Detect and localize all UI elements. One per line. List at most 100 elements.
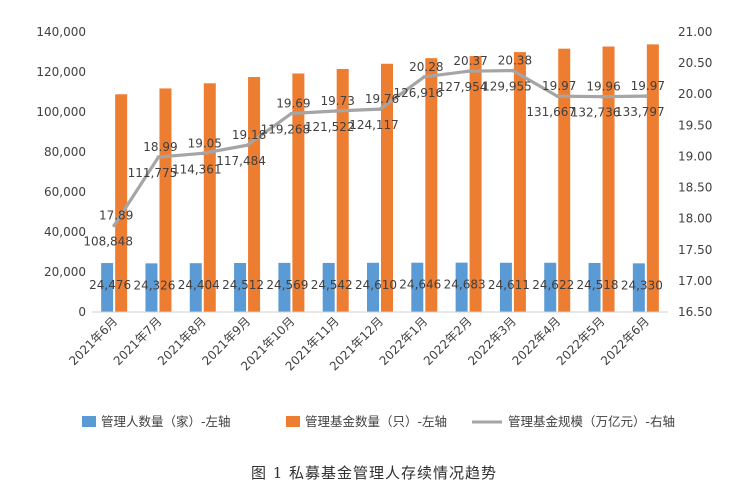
data-label-fund-count: 133,797 [615, 105, 665, 119]
data-label-fund-scale: 17.89 [99, 209, 133, 223]
data-label-fund-scale: 19.97 [542, 79, 576, 93]
left-axis: 0 20,000 40,000 60,000 80,000 100,000 120,000 1… [36, 25, 86, 319]
data-label-fund-count: 124,117 [349, 118, 399, 132]
bar-fund-count [292, 73, 305, 313]
data-label-fund-count: 121,522 [305, 120, 355, 134]
bar-fund-count [469, 56, 482, 313]
bar-fund-count [115, 94, 128, 312]
right-axis-tick-label: 17.00 [678, 274, 712, 288]
bar-manager-count [367, 262, 379, 312]
data-label-fund-count: 108,848 [83, 235, 133, 249]
data-label-fund-scale: 19.97 [631, 79, 665, 93]
line-point-fund-scale [599, 94, 604, 99]
data-label-fund-scale: 19.76 [365, 92, 399, 106]
bar-manager-count [278, 262, 291, 312]
data-labels-layer: 24,476 108,848 17.89 24,326 111,775 18.99 24,4… [83, 54, 665, 293]
line-point-fund-scale [156, 155, 161, 159]
right-axis-tick-label: 20.00 [678, 87, 712, 101]
bar-manager-count [234, 262, 247, 312]
data-label-fund-count: 117,484 [216, 154, 266, 168]
bars-layer [101, 44, 659, 313]
legend-item-manager-count: 管理人数量（家）-左轴 [82, 414, 231, 429]
line-point-fund-scale [289, 111, 294, 116]
data-label-manager-count: 24,518 [577, 278, 619, 292]
legend-item-fund-count: 管理基金数量（只）-左轴 [286, 414, 447, 429]
line-point-fund-scale [644, 94, 648, 98]
left-axis-tick-label: 0 [78, 305, 86, 319]
bar-manager-count [455, 262, 468, 312]
line-point-fund-scale [112, 223, 116, 228]
left-axis-tick-label: 80,000 [44, 145, 86, 159]
right-axis-tick-label: 16.50 [678, 305, 712, 319]
line-point-fund-scale [466, 69, 471, 73]
legend: 管理人数量（家）-左轴 管理基金数量（只）-左轴 管理基金规模（万亿元）-右轴 [82, 414, 675, 429]
data-label-manager-count: 24,683 [444, 278, 486, 292]
data-label-fund-count: 129,955 [482, 80, 532, 94]
bar-manager-count [411, 262, 424, 312]
bar-manager-count [101, 263, 114, 312]
data-label-fund-count: 127,954 [438, 80, 488, 94]
data-label-manager-count: 24,326 [133, 278, 175, 292]
data-label-fund-scale: 20.37 [453, 54, 487, 68]
legend-swatch [286, 416, 300, 427]
data-label-fund-scale: 19.96 [586, 80, 620, 94]
bar-manager-count [322, 262, 335, 312]
data-label-fund-count: 111,775 [128, 166, 178, 180]
bar-fund-count [248, 77, 261, 312]
data-label-manager-count: 24,542 [311, 278, 353, 292]
right-axis-tick-label: 17.50 [678, 243, 712, 257]
data-label-fund-count: 119,268 [261, 123, 311, 137]
data-label-fund-scale: 19.73 [321, 94, 355, 108]
right-axis-tick-label: 21.00 [678, 25, 712, 39]
line-point-fund-scale [200, 151, 205, 156]
data-label-fund-scale: 19.69 [276, 97, 310, 111]
left-axis-tick-label: 40,000 [44, 225, 86, 239]
right-axis-tick-label: 18.00 [678, 212, 712, 226]
bar-fund-count [159, 88, 172, 312]
right-axis-tick-label: 19.50 [678, 118, 712, 132]
x-axis: 2021年6月2021年7月2021年8月2021年9月2021年10月2021… [66, 311, 668, 373]
bar-manager-count [145, 263, 158, 312]
line-layer [112, 68, 648, 228]
right-axis-tick-label: 19.00 [678, 149, 712, 163]
legend-label: 管理基金规模（万亿元）-右轴 [508, 414, 675, 429]
data-label-fund-count: 131,667 [526, 105, 576, 119]
data-label-fund-count: 114,361 [172, 162, 222, 176]
bar-fund-count [203, 83, 216, 312]
data-label-manager-count: 24,512 [222, 278, 264, 292]
bar-fund-count [336, 68, 349, 313]
left-axis-tick-label: 60,000 [44, 185, 86, 199]
data-label-fund-count: 132,736 [571, 106, 621, 120]
x-axis-tick-label: 2022年6月 [598, 314, 652, 368]
right-axis-tick-label: 20.50 [678, 56, 712, 70]
left-axis-tick-label: 20,000 [44, 265, 86, 279]
left-axis-tick-label: 100,000 [36, 105, 86, 119]
right-axis: 16.50 17.00 17.50 18.00 18.50 19.00 19.50 20.00… [678, 25, 712, 319]
data-label-manager-count: 24,611 [488, 278, 530, 292]
bar-fund-count [646, 44, 659, 312]
data-label-fund-scale: 19.05 [188, 136, 222, 150]
data-label-manager-count: 24,569 [266, 278, 308, 292]
line-point-fund-scale [511, 68, 515, 73]
legend-label: 管理人数量（家）-左轴 [101, 414, 231, 429]
legend-label: 管理基金数量（只）-左轴 [305, 414, 447, 429]
figure-caption: 图 1 私募基金管理人存续情况趋势 [251, 464, 497, 482]
line-point-fund-scale [333, 109, 338, 113]
data-label-manager-count: 24,476 [89, 278, 131, 292]
bar-fund-count [513, 52, 526, 313]
data-label-fund-scale: 20.38 [498, 54, 532, 68]
legend-swatch [82, 416, 96, 427]
data-label-fund-scale: 18.99 [143, 140, 177, 154]
legend-item-fund-scale: 管理基金规模（万亿元）-右轴 [472, 414, 675, 429]
data-label-manager-count: 24,330 [621, 278, 663, 292]
data-label-fund-count: 126,916 [393, 86, 443, 100]
bar-fund-count [558, 48, 571, 312]
line-point-fund-scale [555, 94, 560, 98]
right-axis-tick-label: 18.50 [678, 181, 712, 195]
bar-fund-count [425, 58, 438, 312]
bar-manager-count [632, 263, 645, 312]
bar-manager-count [189, 263, 202, 312]
data-label-manager-count: 24,404 [178, 278, 220, 292]
data-label-manager-count: 24,610 [355, 278, 397, 292]
